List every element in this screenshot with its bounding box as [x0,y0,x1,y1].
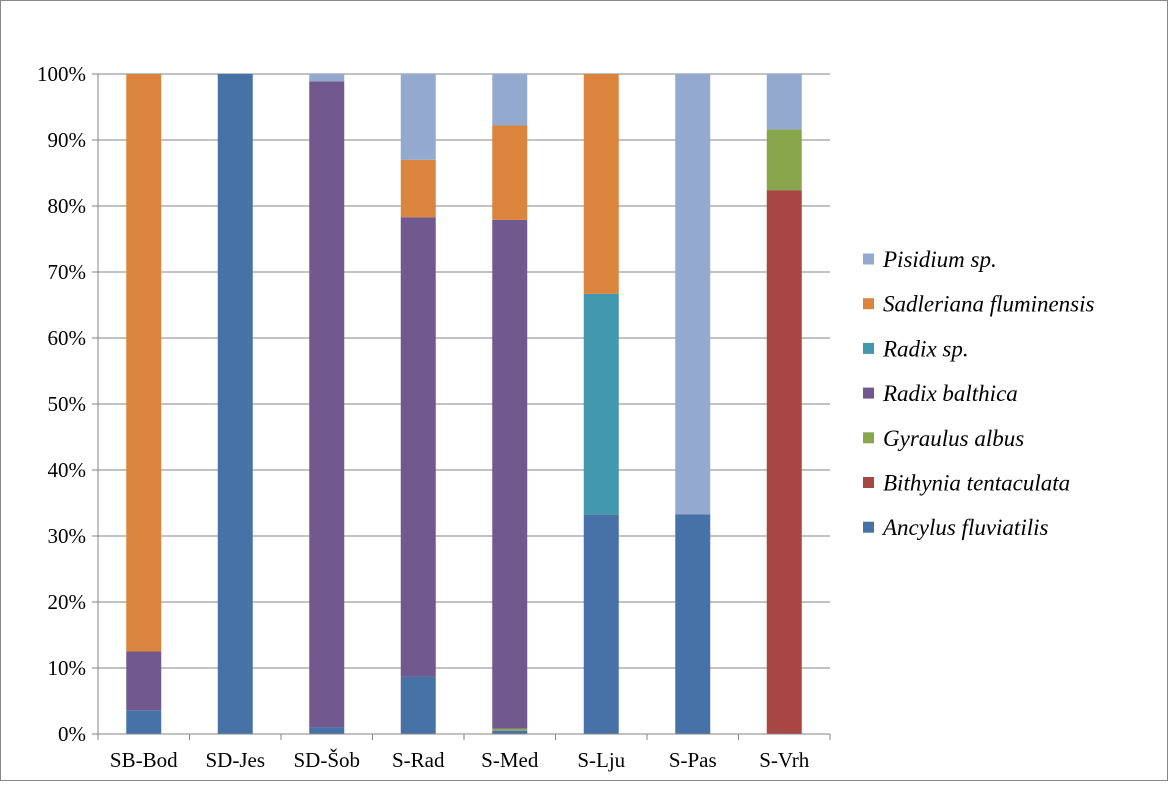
legend-swatch-radix-balthica [863,387,874,399]
x-tick-label: S-Pas [669,748,717,772]
legend-label-gyraulus-albus: Gyraulus albus [883,426,1024,451]
bar-segment-sadleriana-fluminensis [492,125,528,220]
bars [126,74,802,734]
bar-segment-ancylus-fluviatilis [400,676,436,734]
y-tick-label: 0% [58,722,86,746]
legend-swatch-ancylus-fluviatilis [863,521,874,533]
legend-label-sadleriana-fluminensis: Sadleriana fluminensis [883,292,1095,317]
legend-label-ancylus-fluviatilis: Ancylus fluviatilis [881,515,1048,540]
bar-segment-ancylus-fluviatilis [583,514,619,734]
legend-swatch-gyraulus-albus [863,432,874,444]
legend-swatch-pisidium-sp [863,253,874,265]
x-tick-label: S-Rad [392,748,445,772]
y-tick-label: 100% [37,62,86,86]
gridlines [98,73,830,669]
legend-swatch-sadleriana-fluminensis [863,298,874,310]
bar-segment-sadleriana-fluminensis [583,74,619,294]
bar-segment-pisidium-sp [400,74,436,160]
y-tick-label: 30% [48,524,87,548]
x-tick-label: SB-Bod [110,748,178,772]
x-tick-label: SD-Jes [205,748,265,772]
bar-segment-sadleriana-fluminensis [126,74,162,652]
bar-segment-ancylus-fluviatilis [309,727,345,734]
legend: Pisidium sp. Sadleriana fluminensis Radix … [863,247,1095,540]
x-tick-label: S-Lju [577,748,625,772]
y-tick-label: 20% [48,590,87,614]
bar-segment-radix-balthica [309,81,345,728]
bar-segment-ancylus-fluviatilis [217,74,253,734]
y-tick-label: 90% [48,128,87,152]
y-tick-label: 80% [48,194,87,218]
y-tick-label: 10% [48,656,87,680]
bar-segment-radix-sp [583,293,619,515]
axes: 0% 10% 20% 30% 40% 50% 60% 70% 80% 90% 100% SB-Bod S… [37,62,831,772]
bar-segment-radix-balthica [126,651,162,711]
bar-segment-sadleriana-fluminensis [400,159,436,218]
legend-label-radix-sp: Radix sp. [882,336,969,361]
bar-segment-gyraulus-albus [492,728,528,731]
bar-segment-bithynia-tentaculata [766,190,802,734]
legend-label-bithynia-tentaculata: Bithynia tentaculata [883,471,1070,496]
bar-segment-pisidium-sp [675,74,711,515]
x-tick-label: S-Med [481,748,539,772]
bar-segment-pisidium-sp [492,74,528,126]
bar-segment-pisidium-sp [766,74,802,130]
legend-swatch-radix-sp [863,342,874,354]
x-tick-label: SD-Šob [293,748,360,772]
y-tick-label: 70% [48,260,87,284]
bar-segment-gyraulus-albus [766,129,802,191]
legend-label-radix-balthica: Radix balthica [882,381,1018,406]
bar-segment-radix-balthica [492,219,528,729]
legend-swatch-bithynia-tentaculata [863,477,874,488]
bar-segment-ancylus-fluviatilis [492,730,528,734]
legend-label-pisidium-sp: Pisidium sp. [882,247,997,272]
bar-segment-radix-balthica [400,217,436,677]
y-tick-label: 40% [48,458,87,482]
y-tick-label: 50% [48,392,87,416]
bar-segment-ancylus-fluviatilis [675,514,711,734]
bar-segment-pisidium-sp [309,74,345,82]
x-tick-label: S-Vrh [759,748,810,772]
bar-segment-ancylus-fluviatilis [126,710,162,734]
y-tick-label: 60% [48,326,87,350]
